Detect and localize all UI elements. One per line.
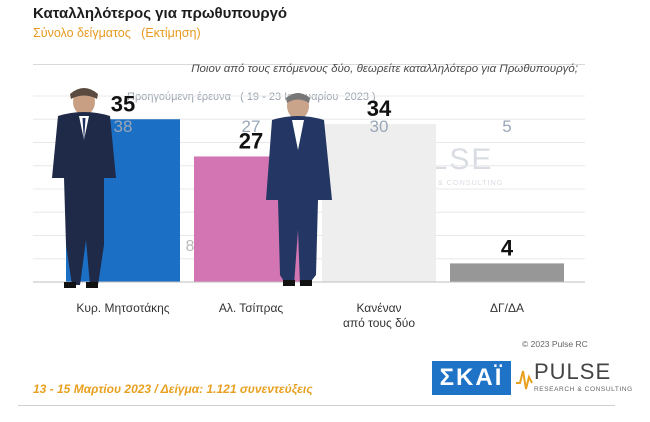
- category-label-1-0: Αλ. Τσίπρας: [219, 301, 284, 315]
- value-label-2: 34: [367, 96, 392, 121]
- chart-title: Καταλληλότερος για πρωθυπουργό: [33, 5, 288, 22]
- bottom-divider: [18, 405, 615, 406]
- survey-date-sample: 13 - 15 Μαρτίου 2023 / Δείγμα: 1.121 συν…: [33, 382, 313, 396]
- divider: [33, 64, 585, 65]
- pulse-logo-sub: RESEARCH & CONSULTING: [534, 386, 633, 393]
- pulse-logo-word: PULSE: [534, 359, 612, 384]
- person-photo-left: [52, 88, 116, 288]
- category-label-2-1: από τους δύο: [343, 316, 415, 330]
- chart-subtitle: Σύνολο δείγματος (Εκτίμηση): [33, 26, 201, 40]
- value-label-3: 4: [501, 235, 514, 260]
- watermark-sub: RESEARCH & CONSULTING: [387, 178, 504, 187]
- person-photo-right: [266, 93, 332, 286]
- category-label-3-0: ΔΓ/ΔΑ: [490, 301, 524, 315]
- skai-logo: ΣΚΑΪ: [432, 361, 511, 395]
- previous-value-2: 30: [370, 117, 389, 136]
- difference-label: 8: [186, 238, 195, 255]
- previous-value-0: 38: [114, 117, 133, 136]
- survey-question: Ποιον από τους επόμενους δύο, θεωρείτε κ…: [191, 63, 578, 75]
- pulse-logo: PULSE RESEARCH & CONSULTING: [516, 359, 632, 399]
- value-label-0: 35: [111, 91, 135, 116]
- category-label-2-0: Κανέναν: [356, 301, 401, 315]
- bar-2: [322, 123, 436, 283]
- copyright-text: © 2023 Pulse RC: [522, 339, 588, 349]
- previous-value-1: 27: [242, 117, 261, 136]
- previous-value-3: 5: [502, 117, 511, 136]
- category-label-0-0: Κυρ. Μητσοτάκης: [76, 301, 169, 315]
- value-label-1: 27: [239, 128, 263, 153]
- bar-3: [450, 263, 564, 282]
- pulse-wave-icon: [516, 370, 533, 390]
